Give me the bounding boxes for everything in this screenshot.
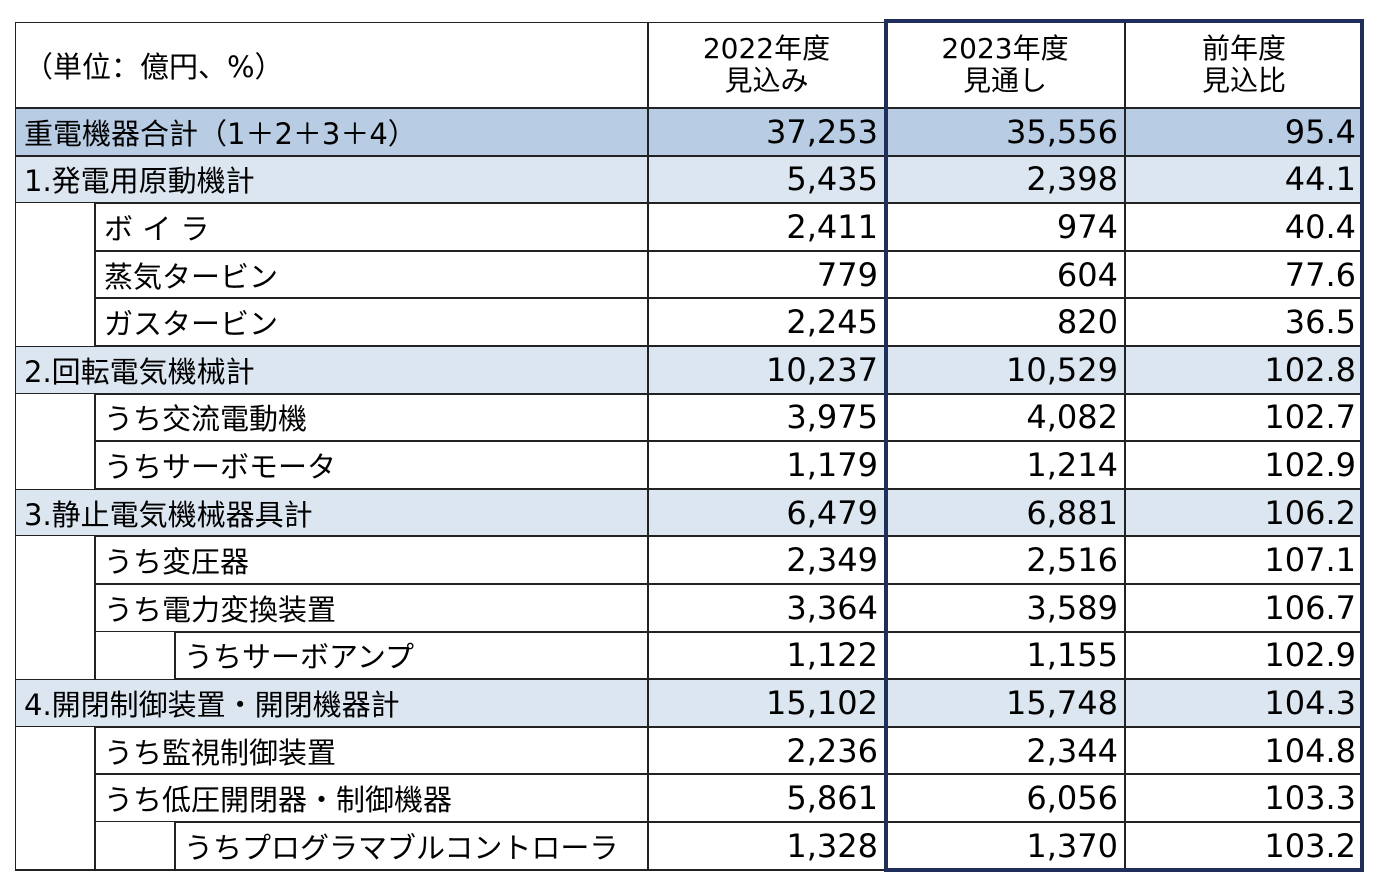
row-label: 重電機器合計（1＋2＋3＋4）	[15, 108, 648, 156]
cell-value: 104.3	[1125, 679, 1363, 727]
header-line: 前年度	[1201, 32, 1286, 65]
indent-cell	[15, 250, 95, 299]
cell-value: 102.7	[1125, 393, 1363, 442]
indent-cell	[15, 441, 95, 489]
cell-value: 44.1	[1125, 155, 1363, 204]
header-line: 見通し	[962, 64, 1047, 97]
cell-value: 1,328	[648, 822, 885, 870]
cell-value: 3,975	[648, 393, 885, 442]
header-line: 2023年度	[941, 32, 1069, 65]
cell-value: 1,214	[885, 441, 1125, 489]
row-label: 2.回転電気機械計	[15, 346, 648, 394]
indent-cell	[15, 726, 95, 775]
cell-value: 95.4	[1125, 108, 1363, 156]
row-label: うち交流電動機	[95, 393, 648, 442]
indent-cell	[95, 822, 175, 870]
cell-value: 102.9	[1125, 631, 1363, 680]
indent-cell	[15, 298, 95, 346]
cell-value: 77.6	[1125, 250, 1363, 299]
table-bottom	[15, 868, 1363, 871]
cell-value: 974	[885, 203, 1125, 251]
indent-cell	[15, 822, 95, 870]
cell-value: 6,881	[885, 488, 1125, 537]
unit-label: （単位：億円、%）	[15, 22, 648, 108]
cell-value: 1,179	[648, 441, 885, 489]
cell-value: 10,529	[885, 346, 1125, 394]
row-label: うちプログラマブルコントローラ	[175, 822, 648, 870]
cell-value: 107.1	[1125, 536, 1363, 584]
row-label: うち低圧開閉器・制御機器	[95, 774, 648, 822]
cell-value: 2,398	[885, 155, 1125, 204]
cell-value: 35,556	[885, 108, 1125, 156]
column-header: 2023年度 見通し	[885, 22, 1125, 108]
row-label: ガスタービン	[95, 298, 648, 346]
row-label: うちサーボモータ	[95, 441, 648, 489]
cell-value: 37,253	[648, 108, 885, 156]
cell-value: 820	[885, 298, 1125, 346]
indent-cell	[15, 631, 95, 680]
cell-value: 2,411	[648, 203, 885, 251]
header-line: 見込比	[1201, 64, 1286, 97]
cell-value: 40.4	[1125, 203, 1363, 251]
header-line: 見込み	[724, 64, 809, 97]
row-label: うちサーボアンプ	[175, 631, 648, 680]
row-label: ボ イ ラ	[95, 203, 648, 251]
cell-value: 6,056	[885, 774, 1125, 822]
row-label: うち監視制御装置	[95, 726, 648, 775]
cell-value: 2,516	[885, 536, 1125, 584]
row-label: 4.開閉制御装置・開閉機器計	[15, 679, 648, 727]
cell-value: 103.3	[1125, 774, 1363, 822]
cell-value: 106.7	[1125, 584, 1363, 632]
cell-value: 1,370	[885, 822, 1125, 870]
cell-value: 2,245	[648, 298, 885, 346]
cell-value: 5,435	[648, 155, 885, 204]
cell-value: 1,155	[885, 631, 1125, 680]
row-label: 3.静止電気機械器具計	[15, 488, 648, 537]
indent-cell	[15, 203, 95, 251]
cell-value: 1,122	[648, 631, 885, 680]
cell-value: 2,344	[885, 726, 1125, 775]
row-label: 1.発電用原動機計	[15, 155, 648, 204]
cell-value: 10,237	[648, 346, 885, 394]
row-label: 蒸気タービン	[95, 250, 648, 299]
cell-value: 36.5	[1125, 298, 1363, 346]
cell-value: 102.9	[1125, 441, 1363, 489]
indent-cell	[15, 393, 95, 442]
cell-value: 6,479	[648, 488, 885, 537]
cell-value: 5,861	[648, 774, 885, 822]
row-label: うち電力変換装置	[95, 584, 648, 632]
row-label: うち変圧器	[95, 536, 648, 584]
indent-cell	[15, 584, 95, 632]
cell-value: 3,589	[885, 584, 1125, 632]
cell-value: 15,102	[648, 679, 885, 727]
header-line: 2022年度	[702, 32, 831, 65]
cell-value: 3,364	[648, 584, 885, 632]
cell-value: 103.2	[1125, 822, 1363, 870]
cell-value: 2,349	[648, 536, 885, 584]
cell-value: 102.8	[1125, 346, 1363, 394]
cell-value: 104.8	[1125, 726, 1363, 775]
cell-value: 106.2	[1125, 488, 1363, 537]
indent-cell	[15, 774, 95, 822]
indent-cell	[15, 536, 95, 584]
indent-cell	[95, 631, 175, 680]
column-header: 前年度 見込比	[1125, 22, 1363, 108]
cell-value: 779	[648, 250, 885, 299]
cell-value: 15,748	[885, 679, 1125, 727]
cell-value: 2,236	[648, 726, 885, 775]
cell-value: 604	[885, 250, 1125, 299]
cell-value: 4,082	[885, 393, 1125, 442]
column-header: 2022年度 見込み	[648, 22, 885, 108]
